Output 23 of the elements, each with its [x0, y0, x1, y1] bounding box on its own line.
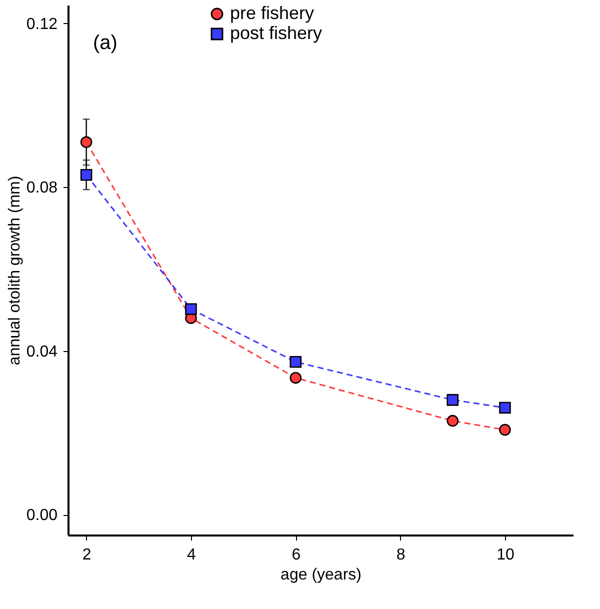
y-tick-label: 0.04 — [26, 343, 58, 360]
point — [80, 136, 92, 148]
legend-label: post fishery — [230, 23, 322, 43]
point — [80, 168, 92, 181]
legend-label: pre fishery — [230, 3, 314, 23]
y-tick-label: 0.00 — [26, 507, 58, 524]
annotation: (a) — [93, 32, 118, 54]
x-tick-label: 2 — [82, 546, 92, 564]
point — [446, 414, 459, 427]
point — [290, 372, 302, 384]
y-tick-label: 0.12 — [26, 16, 58, 33]
point — [446, 394, 459, 406]
point — [499, 402, 511, 414]
point — [290, 356, 302, 368]
y-tick-label: 0.08 — [26, 180, 58, 197]
x-tick-label: 10 — [496, 546, 514, 564]
x-tick-label: 4 — [187, 546, 196, 564]
point — [499, 424, 511, 436]
x-axis-title: age (years) — [280, 566, 362, 584]
x-tick-label: 6 — [292, 546, 301, 564]
point — [185, 303, 197, 315]
y-axis-title: annual otolith growth (mm) — [6, 176, 24, 366]
x-tick-label: 8 — [396, 546, 406, 564]
